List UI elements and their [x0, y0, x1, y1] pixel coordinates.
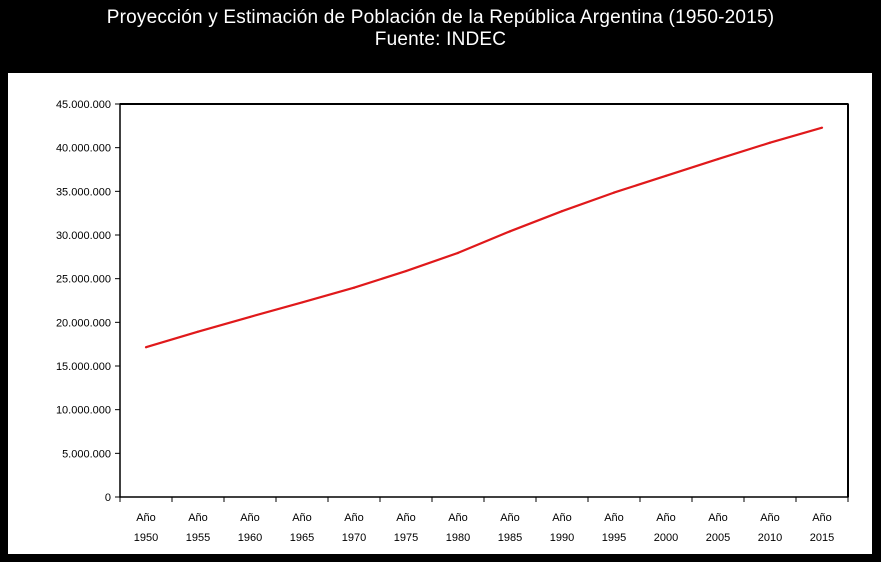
x-tick-label-prefix: Año — [240, 512, 260, 524]
data-point — [456, 251, 460, 255]
x-tick-label-prefix: Año — [812, 512, 832, 524]
y-tick-label: 15.000.000 — [56, 361, 111, 373]
chart-header: Proyección y Estimación de Población de … — [0, 0, 881, 70]
x-tick-label-prefix: Año — [344, 512, 364, 524]
chart-title: Proyección y Estimación de Población de … — [106, 7, 775, 28]
data-point — [508, 230, 512, 233]
data-point — [248, 315, 252, 319]
data-point — [612, 191, 616, 194]
plot-panel: 0 5.000.000 10.000.000 15.000.000 20.000.000… — [8, 73, 872, 554]
plot-area — [119, 103, 849, 498]
data-point — [300, 301, 304, 304]
x-tick-label-year: 1985 — [498, 532, 522, 544]
y-tick-label: 30.000.000 — [56, 230, 111, 242]
data-point — [768, 141, 772, 144]
x-tick-label-prefix: Año — [708, 512, 728, 524]
series-line — [145, 126, 823, 349]
x-tick-label-year: 2000 — [654, 532, 678, 544]
y-tick-label: 25.000.000 — [56, 274, 111, 286]
x-tick-label-prefix: Año — [500, 512, 520, 524]
line-chart: 0 5.000.000 10.000.000 15.000.000 20.000.000… — [56, 99, 849, 544]
x-tick-label-prefix: Año — [448, 512, 468, 524]
x-tick-label-year: 2005 — [706, 532, 730, 544]
y-tick-label: 45.000.000 — [56, 99, 111, 111]
x-tick-label-year: 1955 — [186, 532, 210, 544]
data-point — [820, 126, 824, 129]
x-tick-label-year: 1965 — [290, 532, 314, 544]
data-point — [144, 346, 148, 349]
x-tick-label-prefix: Año — [188, 512, 208, 524]
x-tick-label-prefix: Año — [656, 512, 676, 524]
y-tick-label: 20.000.000 — [56, 317, 111, 329]
x-tick-label-year: 1995 — [602, 532, 626, 544]
x-tick-label-year: 2015 — [810, 532, 834, 544]
data-point — [196, 330, 200, 333]
x-tick-label-year: 1980 — [446, 532, 470, 544]
x-tick-label-prefix: Año — [136, 512, 156, 524]
x-tick-label-year: 1990 — [550, 532, 574, 544]
x-tick-label-year: 1950 — [134, 532, 158, 544]
data-point — [716, 158, 720, 161]
x-tick-label-year: 1960 — [238, 532, 262, 544]
y-tick-label: 35.000.000 — [56, 186, 111, 198]
y-tick-label: 10.000.000 — [56, 405, 111, 417]
x-tick-label-prefix: Año — [760, 512, 780, 524]
x-tick-label-year: 1975 — [394, 532, 418, 544]
x-tick-label-prefix: Año — [396, 512, 416, 524]
data-point — [560, 210, 564, 213]
y-tick-label: 0 — [105, 492, 111, 504]
data-point — [664, 174, 668, 177]
y-tick-label: 40.000.000 — [56, 143, 111, 155]
data-point — [404, 269, 408, 273]
x-tick-label-prefix: Año — [604, 512, 624, 524]
chart-subtitle: Fuente: INDEC — [374, 29, 507, 50]
x-tick-label-prefix: Año — [552, 512, 572, 524]
x-tick-label-year: 2010 — [758, 532, 782, 544]
x-tick-label-year: 1970 — [342, 532, 366, 544]
data-point — [352, 286, 356, 289]
x-tick-label-prefix: Año — [292, 512, 312, 524]
y-tick-label: 5.000.000 — [62, 448, 111, 460]
